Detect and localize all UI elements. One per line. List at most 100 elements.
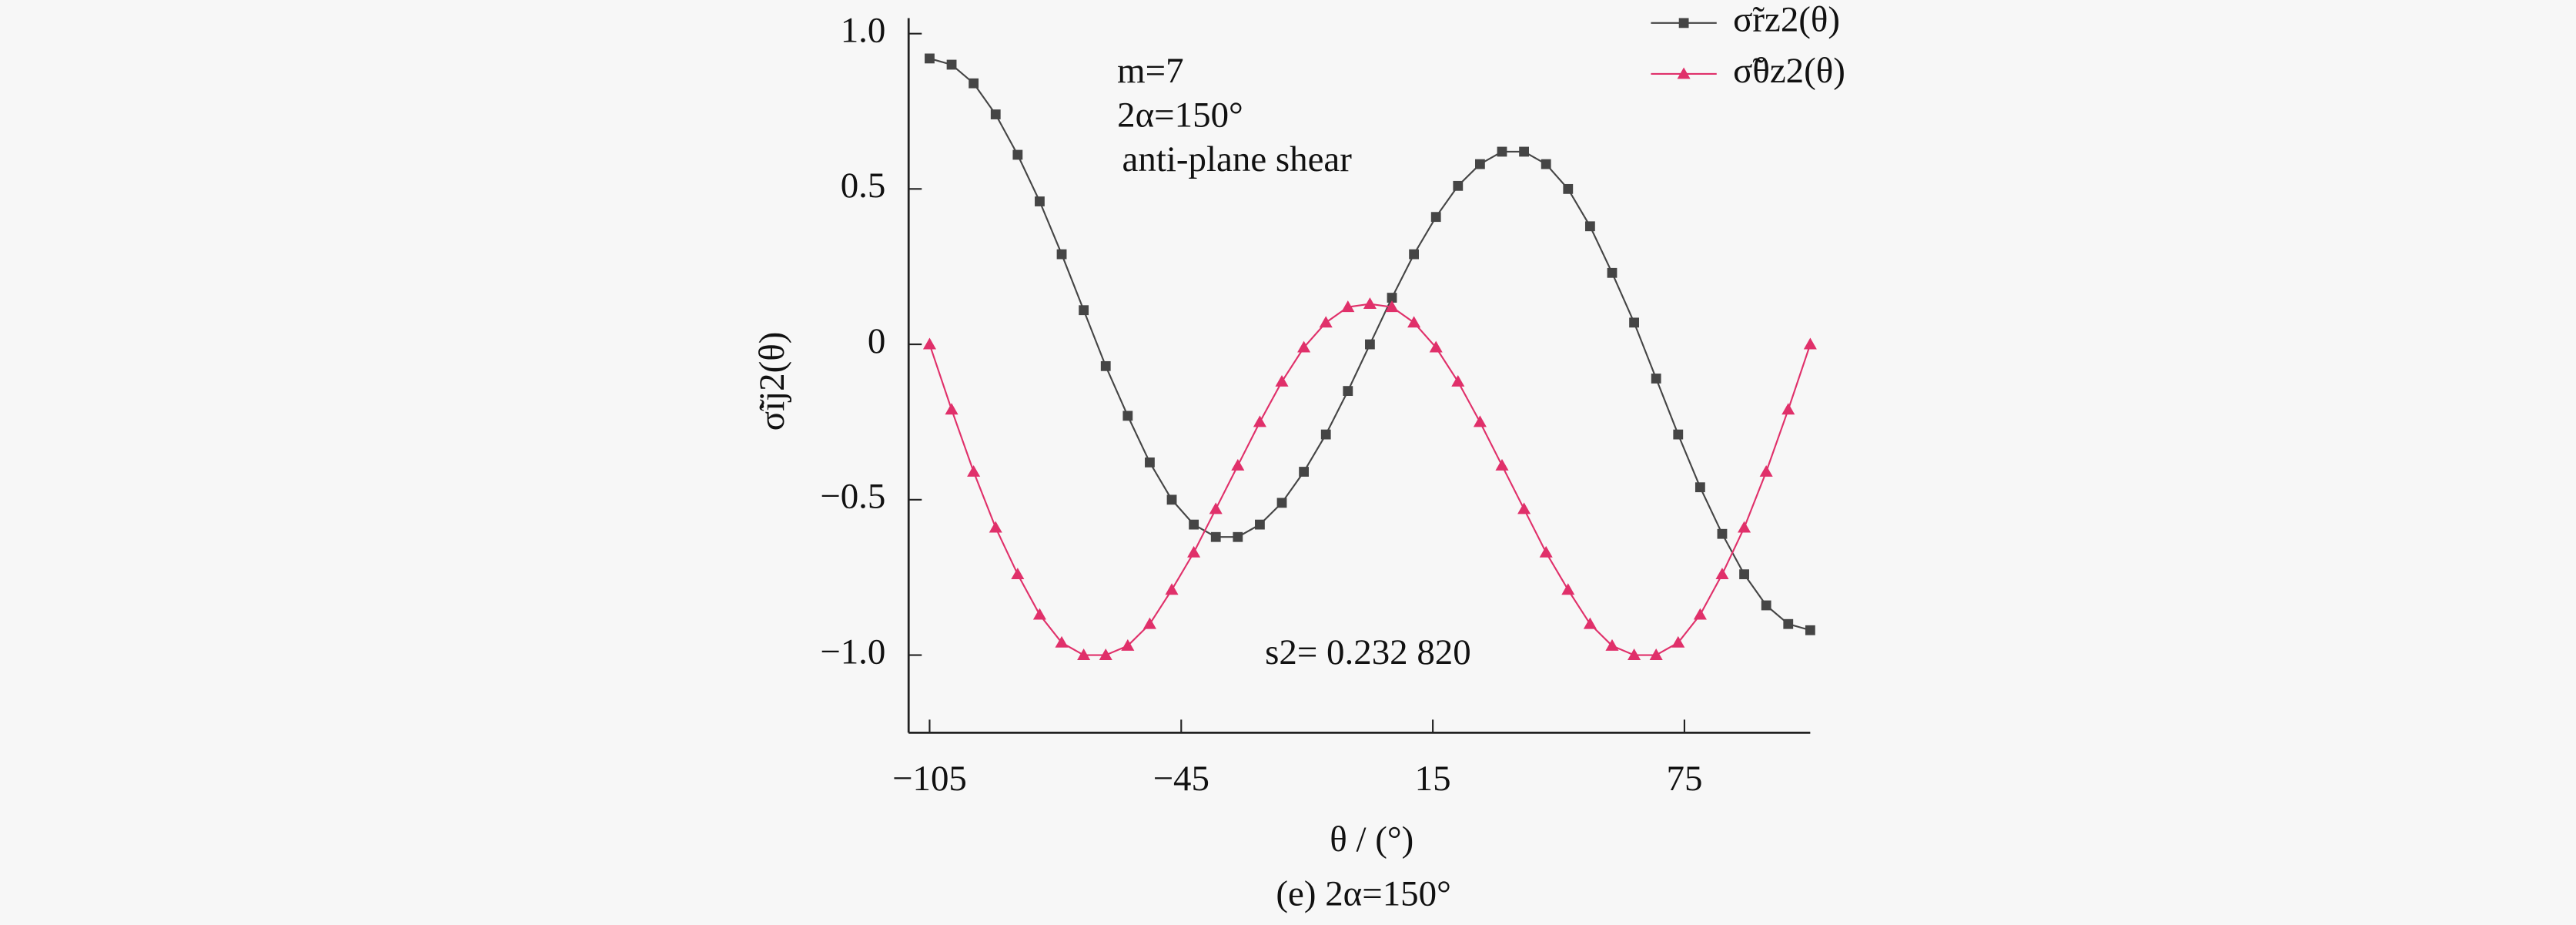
- data-point: [1607, 267, 1618, 278]
- y-tick-label: 0.5: [841, 166, 886, 206]
- data-point: [1319, 316, 1333, 328]
- data-point: [1539, 545, 1553, 558]
- data-point: [1035, 196, 1045, 206]
- data-point: [1363, 297, 1377, 310]
- data-point: [925, 53, 935, 64]
- data-point: [1649, 649, 1663, 660]
- data-point: [1738, 521, 1751, 533]
- data-point: [1584, 221, 1595, 232]
- data-point: [1517, 502, 1531, 514]
- data-point: [1495, 458, 1509, 471]
- data-point: [1099, 649, 1112, 660]
- data-point: [1209, 502, 1223, 514]
- annotation: 2α=150°: [1117, 95, 1243, 135]
- data-point: [990, 109, 1001, 119]
- x-tick-label: 15: [1415, 759, 1451, 799]
- series-line: [928, 303, 1812, 656]
- data-point: [1628, 649, 1641, 660]
- data-point: [1761, 600, 1771, 611]
- x-tick-label: −45: [1153, 759, 1209, 799]
- data-point: [1233, 531, 1243, 542]
- data-point: [1541, 159, 1551, 169]
- data-point: [1605, 638, 1619, 651]
- data-point: [1079, 305, 1089, 316]
- data-point: [1276, 498, 1287, 508]
- data-point: [1651, 374, 1661, 384]
- data-point: [1715, 568, 1729, 580]
- data-point: [1210, 531, 1221, 542]
- data-point: [1121, 638, 1135, 651]
- y-tick-label: 1.0: [841, 10, 886, 50]
- data-point: [969, 78, 979, 89]
- data-point: [1299, 467, 1310, 477]
- data-point: [1739, 569, 1749, 580]
- data-point: [1145, 457, 1155, 468]
- data-point: [1430, 212, 1441, 223]
- data-point: [1473, 415, 1487, 427]
- data-point: [1122, 411, 1133, 421]
- data-point: [1011, 568, 1025, 580]
- data-point: [1297, 340, 1311, 353]
- data-point: [1165, 583, 1179, 595]
- data-point: [1012, 149, 1023, 160]
- data-point: [1385, 300, 1399, 313]
- x-tick-label: −105: [892, 759, 967, 799]
- data-point: [1255, 519, 1265, 530]
- data-point: [1189, 519, 1199, 530]
- legend-label: σ̃rz2(θ): [1733, 0, 1840, 40]
- data-point: [1694, 482, 1705, 493]
- data-point: [1497, 146, 1507, 157]
- data-point: [1475, 159, 1485, 169]
- data-point: [1783, 618, 1794, 629]
- data-point: [1673, 429, 1684, 440]
- data-point: [1407, 316, 1421, 328]
- data-point: [1343, 386, 1353, 397]
- data-point: [1320, 429, 1331, 440]
- data-point: [1187, 545, 1201, 558]
- caption: (e) 2α=150°: [1276, 874, 1450, 914]
- annotation: s2= 0.232 820: [1265, 632, 1471, 672]
- legend-marker: [1678, 18, 1689, 28]
- legend-label: σ̃θz2(θ): [1733, 51, 1845, 91]
- x-tick-label: 75: [1666, 759, 1702, 799]
- data-point: [1519, 146, 1529, 157]
- data-point: [946, 59, 957, 70]
- data-point: [1781, 403, 1795, 415]
- data-point: [1803, 337, 1817, 350]
- y-tick-label: 0: [868, 321, 885, 361]
- data-point: [1805, 625, 1815, 635]
- data-point: [1100, 360, 1111, 371]
- data-point: [1629, 317, 1639, 328]
- data-point: [1429, 340, 1443, 353]
- data-point: [1563, 183, 1574, 194]
- data-point: [967, 464, 981, 477]
- data-point: [1056, 249, 1067, 260]
- data-point: [1451, 374, 1465, 387]
- data-point: [989, 521, 1002, 533]
- data-point: [1341, 300, 1355, 313]
- y-tick-label: −0.5: [820, 477, 885, 517]
- data-point: [1409, 249, 1420, 260]
- data-point: [1671, 635, 1685, 648]
- data-point: [1759, 464, 1773, 477]
- data-point: [1583, 617, 1597, 629]
- data-point: [1142, 617, 1156, 629]
- data-point: [1693, 608, 1707, 620]
- annotation: m=7: [1117, 51, 1183, 91]
- data-point: [1561, 583, 1575, 595]
- legend-marker: [1677, 67, 1691, 79]
- annotation: anti-plane shear: [1122, 139, 1353, 179]
- y-axis-label: σ̃ij2(θ): [752, 332, 792, 431]
- data-point: [1077, 649, 1091, 660]
- data-point: [1055, 635, 1069, 648]
- data-point: [1166, 494, 1177, 505]
- data-point: [1387, 293, 1397, 303]
- data-point: [1231, 458, 1245, 471]
- data-point: [1365, 339, 1375, 350]
- data-point: [1253, 415, 1266, 427]
- y-tick-label: −1.0: [820, 632, 885, 672]
- data-point: [1717, 528, 1728, 539]
- data-point: [922, 337, 936, 350]
